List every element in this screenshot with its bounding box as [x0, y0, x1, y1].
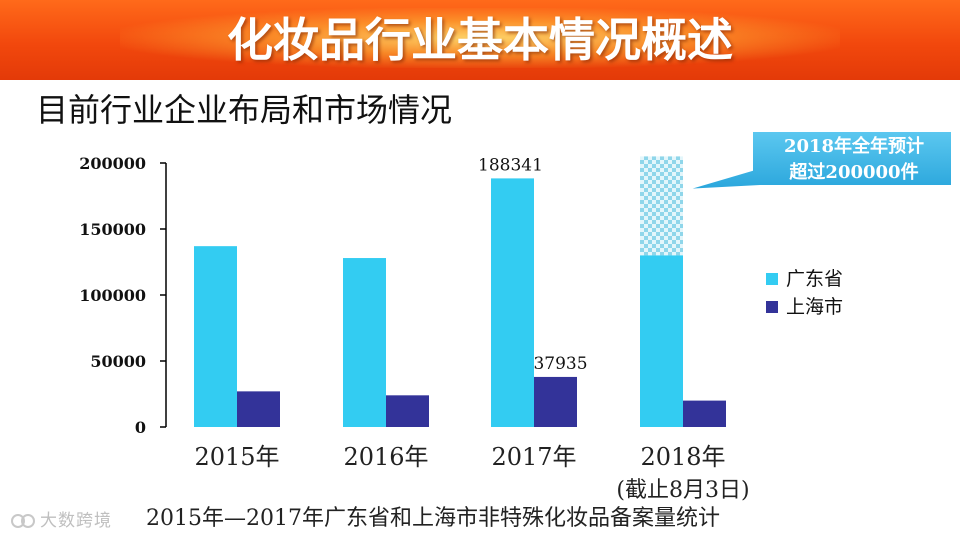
- x-category-label: 2018年: [640, 443, 725, 471]
- x-category-label: 2017年: [491, 443, 576, 471]
- callout-line-1: 2018年全年预计: [784, 135, 924, 157]
- y-tick-label: 0: [135, 418, 146, 437]
- y-tick-label: 150000: [79, 220, 146, 239]
- slide-title: 化妆品行业基本情况概述: [227, 13, 733, 67]
- callout-box: [683, 130, 953, 191]
- bar-shanghai: [534, 376, 577, 427]
- x-category-sublabel: (截止8月3日): [616, 478, 749, 503]
- watermark-text: 大数跨境: [40, 511, 112, 531]
- bar-guangdong: [491, 178, 534, 427]
- bar-guangdong: [640, 255, 683, 427]
- watermark: 大数跨境: [10, 508, 112, 534]
- x-category-label: 2016年: [343, 443, 428, 471]
- legend-label: 上海市: [786, 296, 843, 318]
- projection-bar: [640, 156, 683, 256]
- chart-footnote: 2015年—2017年广东省和上海市非特殊化妆品备案量统计: [146, 506, 720, 531]
- bar-shanghai: [683, 400, 726, 427]
- y-tick-label: 200000: [79, 154, 146, 173]
- y-tick-label: 50000: [90, 352, 146, 371]
- legend-swatch: [766, 301, 778, 313]
- data-label: 37935: [533, 354, 587, 374]
- y-tick-label: 100000: [79, 286, 146, 305]
- bar-guangdong: [343, 258, 386, 427]
- title-glow: [120, 8, 840, 68]
- legend-label: 广东省: [786, 268, 843, 290]
- x-category-label: 2015年: [194, 443, 279, 471]
- title-bar: [0, 0, 960, 80]
- bar-guangdong: [194, 246, 237, 427]
- bar-shanghai: [386, 395, 429, 427]
- legend-swatch: [766, 273, 778, 285]
- callout-line-2: 超过200000件: [789, 161, 918, 183]
- slide-subtitle: 目前行业企业布局和市场情况: [36, 91, 453, 129]
- data-label: 188341: [478, 155, 543, 175]
- watermark-logo-icon: [10, 511, 36, 531]
- bar-shanghai: [237, 391, 280, 427]
